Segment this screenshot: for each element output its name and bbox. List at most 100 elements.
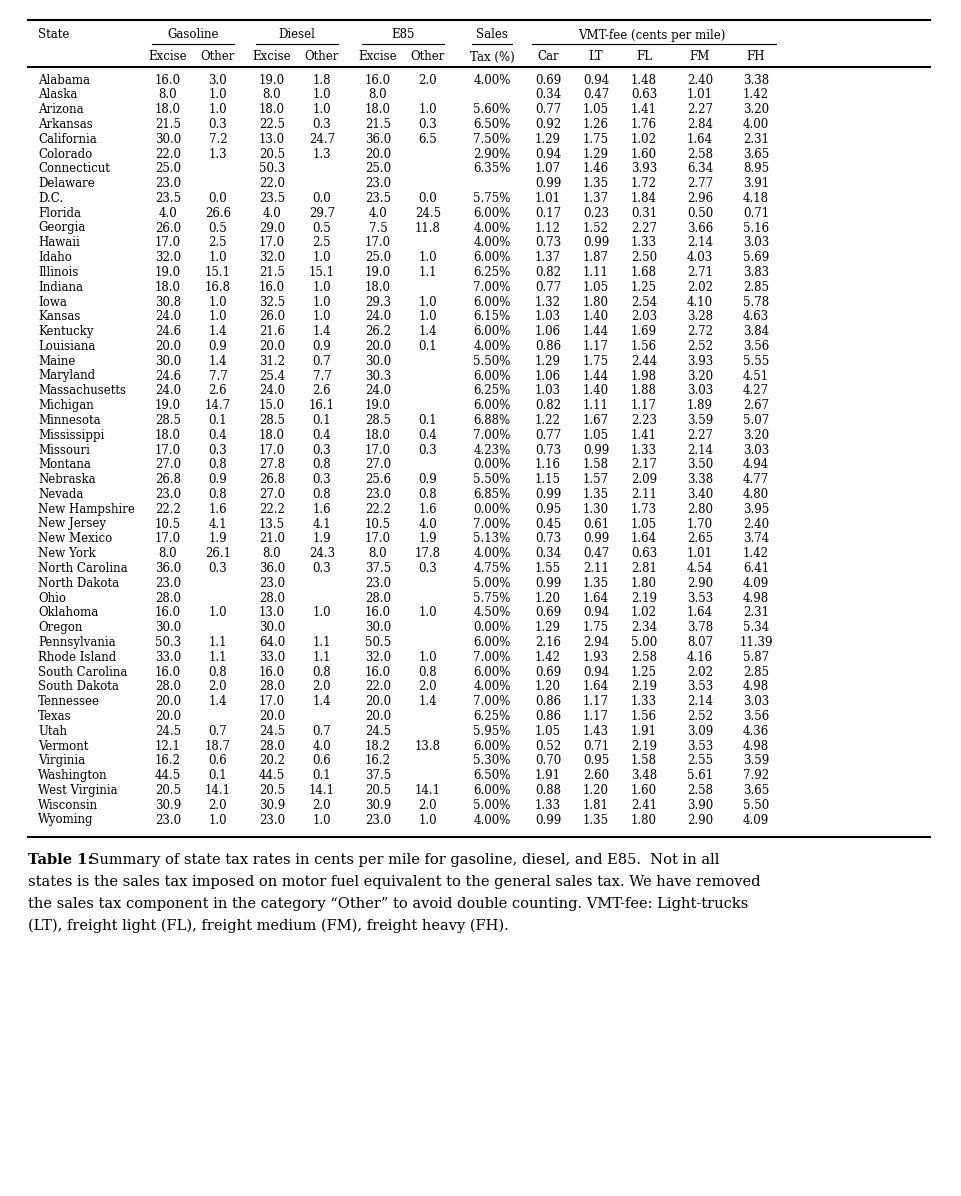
- Text: 2.14: 2.14: [686, 237, 712, 249]
- Text: 23.0: 23.0: [364, 813, 391, 826]
- Text: 32.0: 32.0: [259, 251, 284, 264]
- Text: 1.22: 1.22: [534, 414, 560, 427]
- Text: 3.03: 3.03: [742, 695, 769, 708]
- Text: New Hampshire: New Hampshire: [38, 502, 135, 515]
- Text: 20.2: 20.2: [259, 755, 284, 768]
- Text: 1.3: 1.3: [209, 147, 227, 160]
- Text: 4.51: 4.51: [742, 370, 768, 383]
- Text: 30.9: 30.9: [155, 799, 181, 812]
- Text: 1.02: 1.02: [630, 133, 656, 146]
- Text: 0.5: 0.5: [209, 221, 227, 234]
- Text: 31.2: 31.2: [259, 355, 284, 367]
- Text: 18.0: 18.0: [259, 103, 284, 116]
- Text: Gasoline: Gasoline: [167, 29, 218, 42]
- Text: 3.93: 3.93: [686, 355, 712, 367]
- Text: 1.33: 1.33: [630, 695, 656, 708]
- Text: 8.0: 8.0: [262, 89, 281, 102]
- Text: 36.0: 36.0: [155, 562, 181, 575]
- Text: 0.99: 0.99: [534, 177, 560, 190]
- Text: 5.95%: 5.95%: [473, 725, 510, 738]
- Text: Nebraska: Nebraska: [38, 474, 95, 486]
- Text: 25.4: 25.4: [259, 370, 284, 383]
- Text: 1.20: 1.20: [582, 783, 608, 797]
- Text: 4.09: 4.09: [742, 576, 769, 590]
- Text: 0.3: 0.3: [209, 562, 227, 575]
- Text: 25.6: 25.6: [364, 474, 391, 486]
- Text: 28.5: 28.5: [364, 414, 390, 427]
- Text: 0.63: 0.63: [630, 89, 656, 102]
- Text: Alabama: Alabama: [38, 73, 90, 86]
- Text: 1.01: 1.01: [686, 89, 712, 102]
- Text: Massachusetts: Massachusetts: [38, 384, 126, 397]
- Text: 14.1: 14.1: [205, 783, 231, 797]
- Text: 2.02: 2.02: [686, 281, 712, 294]
- Text: 6.88%: 6.88%: [473, 414, 510, 427]
- Text: 5.00%: 5.00%: [473, 576, 510, 590]
- Text: 26.1: 26.1: [205, 547, 231, 560]
- Text: 1.17: 1.17: [582, 710, 608, 722]
- Text: 1.75: 1.75: [582, 355, 608, 367]
- Text: 3.48: 3.48: [630, 769, 656, 782]
- Text: 6.25%: 6.25%: [473, 384, 510, 397]
- Text: 0.5: 0.5: [312, 221, 331, 234]
- Text: 1.15: 1.15: [534, 474, 560, 486]
- Text: 6.00%: 6.00%: [473, 636, 510, 649]
- Text: 7.00%: 7.00%: [473, 518, 510, 531]
- Text: 28.0: 28.0: [364, 592, 390, 604]
- Text: 2.65: 2.65: [686, 532, 712, 545]
- Text: 4.63: 4.63: [742, 310, 769, 323]
- Text: 2.90%: 2.90%: [473, 147, 510, 160]
- Text: 2.52: 2.52: [686, 710, 712, 722]
- Text: 16.0: 16.0: [364, 665, 391, 678]
- Text: 0.9: 0.9: [418, 474, 437, 486]
- Text: 14.1: 14.1: [414, 783, 440, 797]
- Text: 1.01: 1.01: [686, 547, 712, 560]
- Text: 21.5: 21.5: [259, 266, 284, 279]
- Text: 0.6: 0.6: [312, 755, 331, 768]
- Text: 4.98: 4.98: [742, 681, 768, 694]
- Text: 1.44: 1.44: [582, 325, 608, 338]
- Text: 1.6: 1.6: [418, 502, 437, 515]
- Text: Illinois: Illinois: [38, 266, 78, 279]
- Text: 18.2: 18.2: [364, 739, 390, 752]
- Text: 20.0: 20.0: [364, 147, 391, 160]
- Text: New York: New York: [38, 547, 96, 560]
- Text: 1.20: 1.20: [534, 681, 560, 694]
- Text: 4.03: 4.03: [686, 251, 712, 264]
- Text: (LT), freight light (FL), freight medium (FM), freight heavy (FH).: (LT), freight light (FL), freight medium…: [28, 919, 508, 933]
- Text: 0.0: 0.0: [312, 191, 331, 205]
- Text: 0.99: 0.99: [534, 488, 560, 501]
- Text: 4.80: 4.80: [742, 488, 768, 501]
- Text: 0.8: 0.8: [312, 665, 331, 678]
- Text: 2.5: 2.5: [209, 237, 227, 249]
- Text: 27.0: 27.0: [155, 458, 181, 471]
- Text: 1.0: 1.0: [312, 606, 331, 620]
- Text: 0.61: 0.61: [582, 518, 608, 531]
- Text: Summary of state tax rates in cents per mile for gasoline, diesel, and E85.  Not: Summary of state tax rates in cents per …: [80, 853, 719, 867]
- Text: 1.64: 1.64: [630, 532, 656, 545]
- Text: 0.3: 0.3: [418, 444, 437, 457]
- Text: 1.11: 1.11: [582, 399, 608, 413]
- Text: 1.33: 1.33: [534, 799, 560, 812]
- Text: 3.59: 3.59: [742, 755, 769, 768]
- Text: 2.58: 2.58: [686, 147, 712, 160]
- Text: 2.6: 2.6: [209, 384, 227, 397]
- Text: North Carolina: North Carolina: [38, 562, 128, 575]
- Text: 0.3: 0.3: [418, 562, 437, 575]
- Text: 21.0: 21.0: [259, 532, 284, 545]
- Text: Other: Other: [410, 50, 445, 63]
- Text: 26.0: 26.0: [155, 221, 181, 234]
- Text: 17.0: 17.0: [155, 237, 181, 249]
- Text: 18.0: 18.0: [364, 103, 390, 116]
- Text: 1.55: 1.55: [534, 562, 560, 575]
- Text: 1.64: 1.64: [582, 592, 608, 604]
- Text: 4.10: 4.10: [686, 295, 712, 309]
- Text: 28.5: 28.5: [259, 414, 284, 427]
- Text: 16.0: 16.0: [364, 606, 391, 620]
- Text: 1.4: 1.4: [209, 695, 227, 708]
- Text: Delaware: Delaware: [38, 177, 94, 190]
- Text: 0.45: 0.45: [534, 518, 560, 531]
- Text: 7.00%: 7.00%: [473, 695, 510, 708]
- Text: 1.6: 1.6: [209, 502, 227, 515]
- Text: 4.75%: 4.75%: [473, 562, 510, 575]
